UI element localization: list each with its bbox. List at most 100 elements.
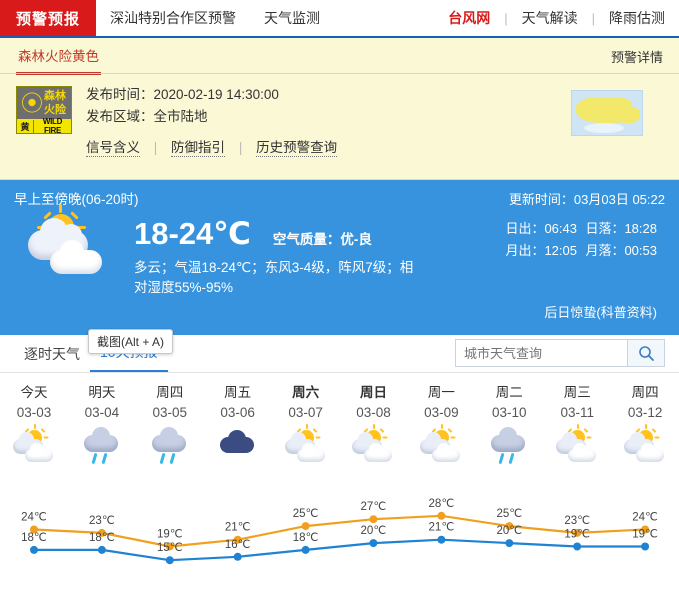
nav-item-monitor[interactable]: 天气监测 [250, 0, 334, 36]
cloud-rain-icon [147, 429, 193, 465]
forecast-day-03-07[interactable]: 周六03-07 [272, 383, 340, 423]
warning-icon-en-text: WILD FIRE [34, 117, 71, 135]
cloud-lower [50, 250, 102, 274]
data-label: 21℃ [429, 522, 455, 534]
data-point[interactable] [30, 546, 38, 554]
alert-issue-time: 发布时间：2020-02-19 14:30:00 [86, 84, 337, 106]
data-point[interactable] [302, 546, 310, 554]
data-point[interactable] [234, 553, 242, 561]
nav-item-rain-estimate[interactable]: 降雨估测 [595, 0, 679, 36]
sun-behind-cloud-icon [24, 212, 116, 284]
update-time-label: 更新时间：03月03日 05:22 [509, 189, 665, 208]
data-label: 20℃ [361, 525, 387, 537]
day-date-label: 03-12 [611, 403, 679, 423]
forecast-day-03-11[interactable]: 周三03-11 [543, 383, 611, 423]
data-point[interactable] [573, 543, 581, 551]
day-weekday-label: 周一 [407, 383, 475, 403]
data-point[interactable] [505, 539, 513, 547]
icon-cell [68, 429, 136, 465]
nav-item-shenshan[interactable]: 深汕特别合作区预警 [96, 0, 250, 36]
data-point[interactable] [369, 539, 377, 547]
day-weekday-label: 周日 [340, 383, 408, 403]
day-date-label: 03-11 [543, 403, 611, 423]
map-sea-shape [584, 123, 624, 133]
forecast-day-03-08[interactable]: 周日03-08 [340, 383, 408, 423]
day-date-label: 03-06 [204, 403, 272, 423]
data-point[interactable] [641, 543, 649, 551]
temperature-chart: 24℃23℃19℃21℃25℃27℃28℃25℃23℃24℃18℃18℃15℃1… [0, 489, 679, 596]
data-label: 25℃ [293, 508, 319, 520]
flame-glyph: ⦿ [21, 90, 43, 118]
alert-issue-area: 发布区域：全市陆地 [86, 106, 337, 128]
sun-cloud-icon [350, 429, 396, 465]
icon-cell [272, 429, 340, 465]
alert-divider [0, 73, 679, 74]
link-signal-meaning[interactable]: 信号含义 [86, 140, 140, 157]
warning-level-char: 黄 [17, 120, 34, 133]
day-weekday-label: 周四 [611, 383, 679, 403]
forecast-day-03-09[interactable]: 周一03-09 [407, 383, 475, 423]
data-label: 18℃ [293, 532, 319, 544]
tab-hourly-weather[interactable]: 逐时天气 [14, 344, 90, 372]
data-point[interactable] [437, 536, 445, 544]
data-label: 19℃ [564, 529, 590, 541]
link-defense-guide[interactable]: 防御指引 [171, 140, 225, 157]
day-weekday-label: 明天 [68, 383, 136, 403]
data-label: 15℃ [157, 542, 183, 554]
data-label: 20℃ [496, 525, 522, 537]
data-label: 25℃ [496, 508, 522, 520]
alert-tab-forest-fire-yellow[interactable]: 森林火险黄色 [16, 38, 101, 75]
alert-panel: 森林火险黄色 预警详情 ⦿ 森林火险 黄 WILD FIRE 发布时间：2020… [0, 38, 679, 180]
day-date-label: 03-08 [340, 403, 408, 423]
moonset-label: 月落：00:53 [585, 240, 657, 262]
data-label: 18℃ [89, 532, 115, 544]
forecast-day-03-05[interactable]: 周四03-05 [136, 383, 204, 423]
alert-detail-link[interactable]: 预警详情 [611, 47, 663, 66]
search-input[interactable] [455, 339, 627, 367]
day-date-label: 03-09 [407, 403, 475, 423]
nav-item-active[interactable]: 预警预报 [0, 0, 96, 36]
forecast-day-03-10[interactable]: 周二03-10 [475, 383, 543, 423]
nav-item-typhoon[interactable]: 台风网 [434, 0, 504, 36]
astro-info: 日出：06:43 日落：18:28 月出：12:05 月落：00:53 [505, 218, 657, 262]
sunrise-label: 日出：06:43 [505, 218, 585, 240]
data-point[interactable] [369, 515, 377, 523]
icon-cell [0, 429, 68, 465]
top-nav: 预警预报 深汕特别合作区预警 天气监测 台风网 | 天气解读 | 降雨估测 [0, 0, 679, 38]
data-label: 24℃ [21, 512, 47, 524]
series-line-low [34, 540, 645, 561]
forecast-day-03-12[interactable]: 周四03-12 [611, 383, 679, 423]
sun-cloud-icon [554, 429, 600, 465]
day-weekday-label: 今天 [0, 383, 68, 403]
data-point[interactable] [302, 522, 310, 530]
forecast-day-03-06[interactable]: 周五03-06 [204, 383, 272, 423]
data-label: 18℃ [21, 532, 47, 544]
sun-cloud-icon [622, 429, 668, 465]
cloud-rain-icon [79, 429, 125, 465]
forecast-day-03-04[interactable]: 明天03-04 [68, 383, 136, 423]
screenshot-tooltip: 截图(Alt + A) [88, 329, 173, 354]
solar-term-link[interactable]: 后日惊蛰(科普资料) [544, 302, 657, 321]
day-date-label: 03-10 [475, 403, 543, 423]
moonrise-label: 月出：12:05 [505, 240, 585, 262]
current-conditions-panel: 早上至傍晚(06-20时) 更新时间：03月03日 05:22 18-24℃ 空… [0, 180, 679, 335]
day-weekday-label: 周五 [204, 383, 272, 403]
alert-text-block: 发布时间：2020-02-19 14:30:00 发布区域：全市陆地 信号含义 … [86, 84, 337, 156]
data-label: 27℃ [361, 501, 387, 513]
nav-item-interpretation[interactable]: 天气解读 [508, 0, 592, 36]
sun-cloud-icon [11, 429, 57, 465]
current-description: 多云；气温18-24℃；东风3-4级，阵风7级；相对湿度55%-95% [134, 258, 414, 298]
data-label: 19℃ [632, 529, 658, 541]
forecast-day-03-03[interactable]: 今天03-03 [0, 383, 68, 423]
warning-area-map[interactable] [571, 90, 643, 136]
forecast-icon-row [0, 429, 679, 465]
link-history-query[interactable]: 历史预警查询 [256, 140, 337, 157]
icon-cell [543, 429, 611, 465]
search-button[interactable] [627, 339, 665, 367]
data-point[interactable] [166, 556, 174, 564]
data-point[interactable] [437, 512, 445, 520]
data-label: 24℃ [632, 512, 658, 524]
day-weekday-label: 周二 [475, 383, 543, 403]
data-point[interactable] [98, 546, 106, 554]
link-separator: | [144, 140, 168, 155]
